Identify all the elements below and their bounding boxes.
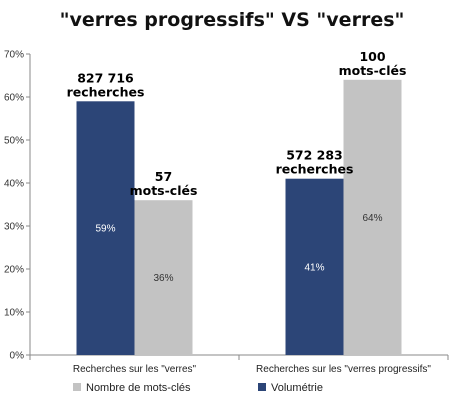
legend-swatch xyxy=(73,383,81,391)
y-tick-label: 30% xyxy=(4,222,24,233)
bar xyxy=(76,101,135,355)
legend-label: Volumétrie xyxy=(271,382,323,394)
bar-annotation: mots-clés xyxy=(130,183,198,198)
bar-value-label: 59% xyxy=(95,224,115,235)
y-tick-label: 10% xyxy=(4,308,24,319)
bar-annotation: recherches xyxy=(67,84,145,99)
bar-annotation: 57 xyxy=(155,169,172,184)
x-category-label: Recherches sur les "verres progressifs" xyxy=(256,364,431,375)
x-axis-categories: Recherches sur les "verres" Recherches su… xyxy=(73,364,432,375)
legend: Nombre de mots-clés Volumétrie xyxy=(73,382,323,394)
y-tick-label: 20% xyxy=(4,265,24,276)
y-axis-ticks: 0% 10% 20% 30% 40% 50% 60% 70% xyxy=(4,50,449,362)
y-tick-label: 60% xyxy=(4,93,24,104)
bar xyxy=(285,178,344,355)
bars xyxy=(76,79,402,356)
x-category-label: Recherches sur les "verres" xyxy=(73,364,197,375)
data-labels: 59%36%41%64%827 716recherches57mots-clés… xyxy=(67,49,407,284)
y-tick-label: 70% xyxy=(4,50,24,61)
bar-value-label: 36% xyxy=(153,273,173,284)
bar-annotation: 827 716 xyxy=(77,70,134,85)
bar-value-label: 41% xyxy=(304,262,324,273)
bar-annotation: recherches xyxy=(276,162,354,177)
bar-value-label: 64% xyxy=(362,213,382,224)
legend-swatch xyxy=(258,383,266,391)
bar-annotation: mots-clés xyxy=(339,63,407,78)
bar xyxy=(134,200,193,355)
chart-title: "verres progressifs" VS "verres" xyxy=(60,9,405,31)
bar-annotation: 572 283 xyxy=(286,148,343,163)
y-tick-label: 50% xyxy=(4,136,24,147)
bar-annotation: 100 xyxy=(359,49,385,64)
y-tick-label: 0% xyxy=(10,351,25,362)
bar xyxy=(343,79,402,356)
y-tick-label: 40% xyxy=(4,179,24,190)
legend-label: Nombre de mots-clés xyxy=(86,382,191,394)
